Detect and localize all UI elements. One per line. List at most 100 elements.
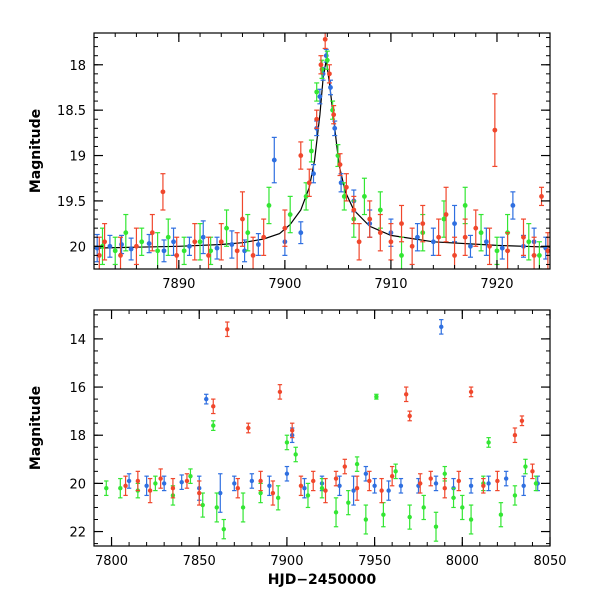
- bottom-point-marker: [302, 486, 307, 491]
- bottom-point-marker: [456, 478, 461, 484]
- bottom-data-point: [333, 497, 339, 528]
- top-data-point: [160, 173, 166, 211]
- bottom-data-point: [204, 393, 209, 405]
- top-data-point: [492, 93, 498, 168]
- bottom-data-point: [221, 518, 226, 540]
- top-data-point: [266, 186, 272, 225]
- top-data-point: [388, 223, 394, 261]
- bottom-point-marker: [249, 478, 255, 484]
- top-data-point: [197, 223, 203, 261]
- top-point-marker: [452, 221, 457, 227]
- bottom-data-point: [144, 475, 149, 497]
- bottom-point-marker: [468, 389, 474, 395]
- top-point-marker: [134, 243, 139, 249]
- bottom-data-point: [428, 470, 433, 487]
- top-data-point: [531, 236, 537, 269]
- top-point-marker: [112, 248, 118, 254]
- bottom-point-marker: [284, 471, 290, 476]
- bottom-point-marker: [258, 478, 263, 484]
- top-point-marker: [356, 239, 362, 245]
- top-data-point: [245, 213, 251, 252]
- bottom-point-marker: [184, 478, 190, 484]
- bottom-point-marker: [123, 483, 128, 488]
- top-data-point: [298, 141, 304, 170]
- bottom-point-marker: [374, 394, 379, 399]
- bottom-data-point: [354, 475, 360, 501]
- top-point-marker: [545, 248, 550, 254]
- top-data-point: [271, 136, 277, 184]
- bottom-data-point: [512, 427, 518, 444]
- top-point-marker: [229, 242, 235, 247]
- top-data-point: [161, 239, 167, 263]
- top-point-marker: [308, 148, 314, 154]
- top-data-point: [139, 227, 145, 256]
- top-data-point: [255, 233, 261, 256]
- bottom-data-point: [305, 482, 311, 509]
- top-ylabel: Magnitude: [28, 109, 44, 193]
- bottom-data-point: [342, 458, 347, 475]
- top-data-point: [539, 186, 545, 207]
- bottom-point-marker: [235, 486, 241, 491]
- top-point-marker: [331, 112, 337, 118]
- top-x-tick-label: 7890: [162, 277, 195, 292]
- top-data-point: [239, 191, 245, 247]
- top-point-marker: [399, 252, 404, 258]
- top-point-marker: [298, 230, 304, 236]
- bottom-data-point: [235, 477, 241, 499]
- bottom-point-marker: [144, 483, 149, 488]
- top-data-point: [306, 168, 312, 197]
- bottom-data-point: [232, 475, 237, 492]
- bottom-point-marker: [533, 481, 539, 486]
- bottom-point-marker: [418, 481, 423, 486]
- bottom-point-marker: [403, 392, 409, 397]
- bottom-point-marker: [481, 483, 486, 488]
- top-data-point: [337, 153, 343, 177]
- bottom-point-marker: [319, 486, 325, 491]
- bottom-data-point: [456, 470, 461, 492]
- bottom-data-point: [418, 473, 423, 494]
- bottom-series-2: [123, 321, 535, 506]
- top-point-marker: [94, 245, 100, 251]
- bottom-point-marker: [270, 490, 276, 496]
- top-point-marker: [492, 127, 498, 133]
- top-point-marker: [200, 234, 206, 240]
- bottom-point-marker: [530, 469, 535, 474]
- bottom-data-point: [118, 477, 123, 499]
- top-point-marker: [107, 243, 113, 249]
- bottom-data-point: [275, 485, 281, 511]
- top-data-point: [462, 218, 468, 256]
- top-data-point: [218, 223, 224, 261]
- top-data-point: [356, 223, 362, 261]
- top-point-marker: [436, 234, 442, 240]
- top-data-point: [174, 236, 180, 269]
- top-data-point: [545, 232, 550, 269]
- bottom-point-marker: [512, 433, 518, 438]
- bottom-point-marker: [486, 481, 491, 486]
- top-data-point: [510, 191, 516, 220]
- bottom-plot-frame: [93, 309, 551, 547]
- top-data-point: [146, 233, 152, 254]
- bottom-point-marker: [333, 510, 339, 515]
- bottom-data-point: [374, 393, 379, 400]
- top-point-marker: [330, 107, 336, 113]
- bottom-data-point: [486, 437, 491, 448]
- top-data-point: [338, 173, 344, 193]
- bottom-point-marker: [218, 490, 223, 496]
- top-point-marker: [367, 216, 373, 222]
- bottom-data-point: [184, 473, 190, 489]
- bottom-y-tick-label: 18: [69, 429, 86, 444]
- bottom-data-point: [188, 468, 193, 484]
- bottom-point-marker: [442, 486, 447, 491]
- top-x-tick-label: 7920: [480, 277, 513, 292]
- bottom-point-marker: [337, 483, 342, 488]
- top-data-point: [452, 204, 458, 243]
- top-data-point: [526, 223, 532, 261]
- top-point-marker: [174, 252, 180, 258]
- top-point-marker: [298, 153, 304, 158]
- bottom-point-marker: [170, 486, 176, 491]
- bottom-point-marker: [451, 495, 456, 501]
- top-point-marker: [96, 252, 102, 258]
- bottom-point-marker: [258, 490, 263, 496]
- top-point-marker: [452, 252, 457, 258]
- top-point-marker: [240, 216, 245, 222]
